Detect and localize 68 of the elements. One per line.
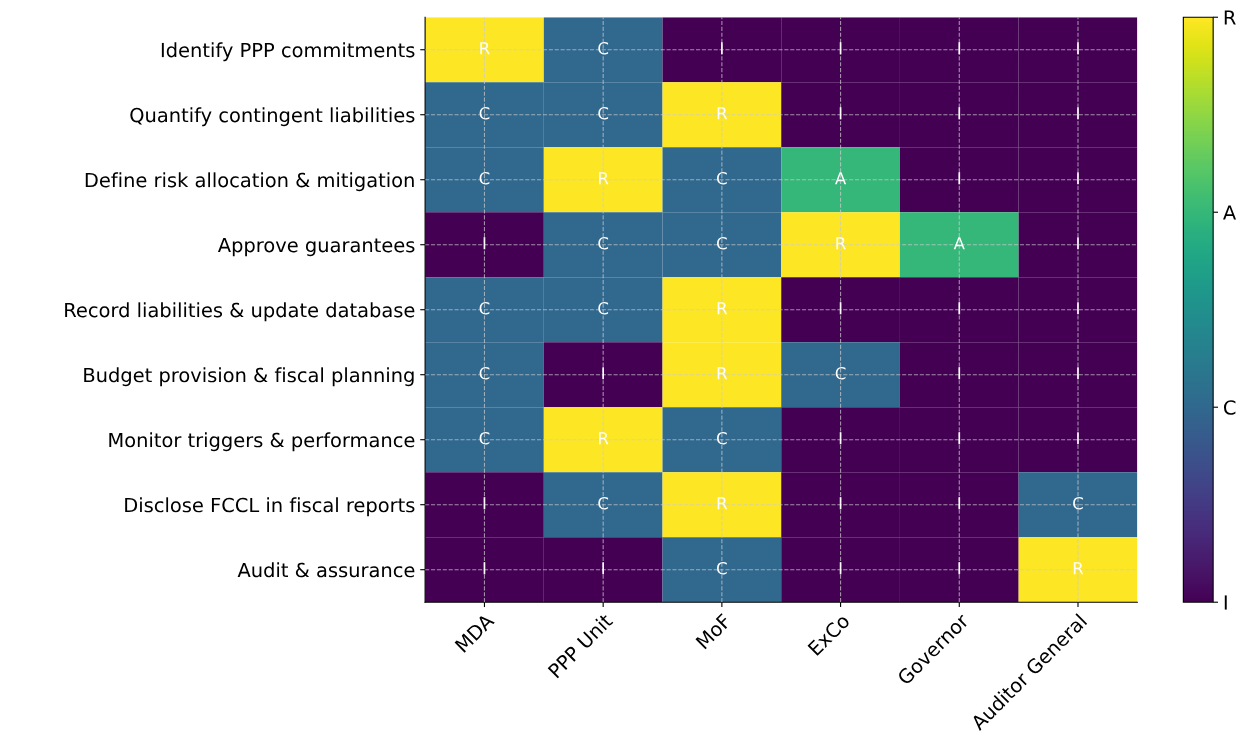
data-label: C bbox=[479, 431, 490, 445]
data-label: I bbox=[958, 172, 961, 185]
data-label: I bbox=[483, 497, 486, 510]
data-label: I bbox=[483, 237, 486, 250]
y-tick-label: Budget provision & fiscal planning bbox=[84, 367, 414, 387]
data-label: C bbox=[716, 561, 727, 575]
data-label: I bbox=[839, 432, 842, 445]
data-label: I bbox=[1077, 367, 1079, 380]
x-tick-label: PPP Unit bbox=[547, 612, 614, 679]
y-tick-label: Monitor triggers & performance bbox=[109, 432, 415, 452]
data-label: I bbox=[1077, 432, 1079, 445]
y-tick-label: Define risk allocation & mitigation bbox=[85, 172, 414, 192]
data-label: I bbox=[602, 367, 604, 380]
data-label: I bbox=[958, 497, 961, 510]
color-bar-label: I bbox=[1224, 595, 1227, 610]
color-bar-label: A bbox=[1223, 205, 1237, 220]
data-label: I bbox=[1077, 237, 1079, 250]
data-label: A bbox=[835, 172, 847, 185]
data-label: C bbox=[479, 366, 490, 380]
data-label: R bbox=[480, 42, 490, 55]
data-label: C bbox=[598, 301, 609, 315]
data-label: C bbox=[716, 236, 727, 250]
data-label: C bbox=[716, 431, 727, 445]
data-label: I bbox=[958, 302, 961, 315]
data-label: C bbox=[598, 106, 609, 120]
data-label: I bbox=[839, 302, 842, 315]
data-label: I bbox=[602, 562, 604, 575]
data-label: R bbox=[717, 302, 728, 315]
data-label: R bbox=[836, 237, 846, 250]
y-tick-label: Approve guarantees bbox=[217, 237, 415, 257]
data-label: I bbox=[958, 432, 961, 445]
data-label: I bbox=[839, 497, 842, 510]
data-label: I bbox=[1077, 42, 1079, 55]
data-label: I bbox=[1077, 302, 1079, 315]
y-tick-label: Record liabilities & update database bbox=[65, 302, 415, 322]
data-label: A bbox=[953, 237, 965, 250]
y-tick-label: Audit & assurance bbox=[237, 562, 415, 578]
data-label: R bbox=[717, 367, 728, 380]
data-label: C bbox=[479, 171, 490, 185]
color-bar-label: R bbox=[1224, 10, 1236, 25]
data-label: C bbox=[1073, 496, 1083, 510]
data-label: R bbox=[1073, 562, 1084, 575]
color-bar-label: C bbox=[1223, 400, 1236, 415]
data-label: I bbox=[839, 562, 842, 575]
data-label: I bbox=[958, 107, 961, 120]
data-label: I bbox=[1077, 107, 1079, 120]
data-label: R bbox=[717, 107, 728, 120]
data-label: C bbox=[598, 41, 609, 55]
data-label: C bbox=[598, 496, 609, 510]
data-label: R bbox=[717, 497, 728, 510]
y-tick-label: Disclose FCCL in fiscal reports bbox=[125, 497, 415, 517]
y-tick-label: Identify PPP commitments bbox=[161, 42, 415, 62]
data-label: C bbox=[598, 236, 609, 250]
data-label: I bbox=[958, 42, 961, 55]
data-label: C bbox=[479, 106, 490, 120]
data-label: I bbox=[483, 562, 486, 575]
data-label: C bbox=[479, 301, 490, 315]
data-label: I bbox=[958, 562, 961, 575]
data-label: R bbox=[599, 172, 609, 185]
data-label: I bbox=[1077, 172, 1079, 185]
y-tick-label: Quantify contingent liabilities bbox=[130, 107, 415, 127]
data-label: I bbox=[721, 42, 723, 55]
data-label: I bbox=[958, 367, 961, 380]
data-label: I bbox=[839, 107, 842, 120]
data-label: I bbox=[839, 42, 842, 55]
data-label: R bbox=[599, 432, 609, 445]
data-label: C bbox=[716, 171, 727, 185]
data-label: C bbox=[835, 366, 846, 380]
